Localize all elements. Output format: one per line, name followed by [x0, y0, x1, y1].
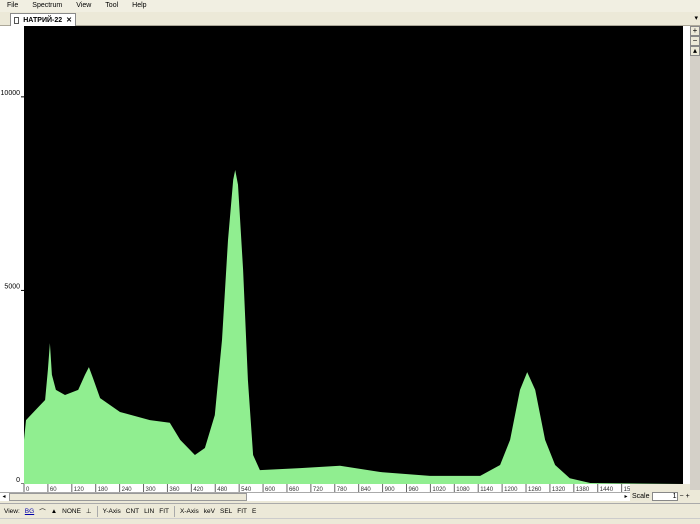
x-fit-button[interactable]: FIT	[237, 507, 248, 515]
y-tick-label: 5000	[4, 283, 20, 290]
close-icon[interactable]: ✕	[66, 17, 72, 24]
x-tick-label: 600	[265, 487, 276, 492]
zoom-in-button[interactable]: +	[690, 26, 700, 36]
x-tick-label: 540	[241, 487, 252, 492]
scale-control: Scale − +	[632, 491, 700, 502]
x-tick-label: 420	[193, 487, 204, 492]
x-tick-label: 1440	[600, 487, 614, 492]
x-tick-label: 1500	[624, 487, 630, 492]
x-sel-button[interactable]: SEL	[219, 507, 233, 515]
y-fit-button[interactable]: FIT	[159, 507, 169, 515]
x-tick-label: 1380	[576, 487, 590, 492]
scroll-left-button[interactable]: ◂	[2, 494, 6, 500]
x-tick-label: 1320	[552, 487, 566, 492]
y-unit-button[interactable]: CNT	[125, 507, 140, 515]
document-icon	[14, 16, 20, 24]
menu-help[interactable]: Help	[132, 2, 147, 9]
view-label: View:	[4, 507, 20, 515]
horizontal-scrollbar[interactable]: ◂ ▸	[0, 492, 630, 501]
tab-title: НАТРИЙ-22	[23, 16, 63, 24]
zoom-out-button[interactable]: −	[690, 36, 700, 46]
scale-plus-button[interactable]: +	[685, 493, 690, 500]
spectrum-plot[interactable]: 0 5000 10000	[0, 26, 690, 484]
x-tick-label: 660	[289, 487, 300, 492]
tab-bar: НАТРИЙ-22 ✕ ▾	[0, 12, 700, 26]
menu-view[interactable]: View	[76, 2, 92, 9]
x-tick-label: 720	[313, 487, 324, 492]
x-tick-label: 240	[122, 487, 133, 492]
x-axis: 0 60 120 180 240 300 360 420 480 540 600 660 720 780 8…	[0, 484, 630, 492]
status-bar	[0, 518, 700, 524]
spectrum-area	[24, 170, 683, 484]
x-tick-label: 1200	[504, 487, 518, 492]
x-tick-label: 480	[217, 487, 228, 492]
menu-tool[interactable]: Tool	[105, 2, 119, 9]
spectrum-chart: 0 5000 10000	[1, 26, 683, 484]
x-tick-label: 1260	[528, 487, 542, 492]
none-button[interactable]: NONE	[62, 507, 81, 515]
marker-icon[interactable]: ⊥	[85, 508, 92, 515]
scale-label: Scale	[632, 493, 650, 500]
x-tick-label: 300	[146, 487, 157, 492]
x-axis-ticks: 0 60 120 180 240 300 360 420 480 540 600 660 720 780 8…	[23, 484, 630, 492]
y-tick-label: 10000	[1, 90, 21, 97]
x-tick-label: 1020	[432, 487, 446, 492]
scale-input[interactable]	[651, 492, 678, 501]
separator	[96, 505, 98, 517]
x-tick-label: 60	[50, 487, 57, 492]
x-tick-label: 1080	[456, 487, 470, 492]
x-tick-label: 360	[169, 487, 180, 492]
curve-icon[interactable]: ⌒	[39, 509, 46, 516]
scroll-up-button[interactable]: ▴	[690, 46, 700, 56]
scroll-thumb[interactable]	[9, 493, 247, 501]
scroll-right-button[interactable]: ▸	[624, 494, 628, 500]
x-axis-label: X-Axis	[180, 507, 199, 515]
x-tick-label: 780	[337, 487, 348, 492]
y-scale-button[interactable]: LIN	[144, 507, 155, 515]
plot-background	[24, 26, 683, 484]
peak-icon[interactable]: ▲	[50, 507, 58, 515]
x-tick-label: 180	[98, 487, 109, 492]
y-axis-label: Y-Axis	[102, 507, 121, 515]
separator	[174, 505, 175, 517]
vertical-zoom-bar[interactable]: + − ▴	[690, 26, 700, 490]
view-mode-button[interactable]: BG	[24, 507, 35, 515]
tab-spectrum[interactable]: НАТРИЙ-22 ✕	[10, 13, 76, 26]
x-tick-label: 120	[74, 487, 85, 492]
scale-minus-button[interactable]: −	[679, 493, 684, 500]
x-tick-label: 0	[26, 487, 30, 492]
menu-file[interactable]: File	[7, 2, 19, 9]
menu-bar: File Spectrum View Tool Help	[0, 0, 700, 12]
x-tick-label: 960	[408, 487, 419, 492]
x-tick-label: 840	[361, 487, 372, 492]
x-unit-button[interactable]: keV	[203, 507, 215, 515]
menu-spectrum[interactable]: Spectrum	[32, 2, 63, 9]
y-tick-label: 0	[16, 477, 20, 484]
bottom-toolbar: View: BG ⌒ ▲ NONE ⊥ Y-Axis CNT LIN FIT X…	[0, 503, 700, 518]
x-tick-label: 900	[385, 487, 396, 492]
energy-icon[interactable]: E	[252, 507, 257, 515]
x-tick-label: 1140	[480, 487, 494, 492]
tab-list-dropdown[interactable]: ▾	[694, 15, 698, 22]
